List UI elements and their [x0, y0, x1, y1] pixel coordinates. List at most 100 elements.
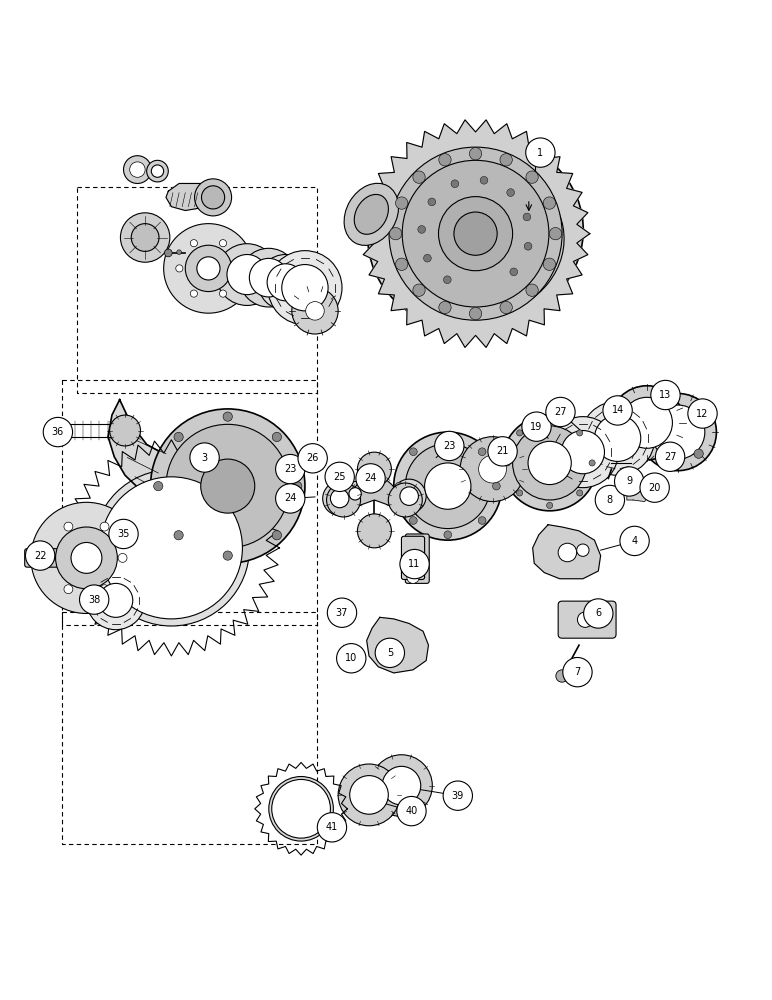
Circle shape	[147, 160, 168, 182]
Circle shape	[504, 460, 510, 466]
Circle shape	[543, 258, 556, 270]
Circle shape	[329, 603, 340, 613]
Circle shape	[100, 477, 242, 619]
Circle shape	[559, 409, 568, 418]
Circle shape	[71, 542, 102, 573]
Circle shape	[100, 585, 109, 594]
Circle shape	[577, 544, 589, 556]
Circle shape	[405, 444, 490, 529]
Text: 8: 8	[607, 495, 613, 505]
Circle shape	[382, 766, 421, 805]
Polygon shape	[108, 400, 301, 522]
Circle shape	[516, 490, 523, 496]
Circle shape	[389, 147, 562, 320]
Circle shape	[438, 197, 513, 271]
Circle shape	[451, 180, 459, 188]
Wedge shape	[351, 477, 398, 508]
Text: 27: 27	[664, 452, 676, 462]
Circle shape	[558, 543, 577, 562]
Circle shape	[298, 444, 327, 473]
Circle shape	[317, 813, 347, 842]
Text: 35: 35	[117, 529, 130, 539]
Circle shape	[272, 779, 330, 838]
Circle shape	[425, 463, 471, 509]
Circle shape	[526, 171, 538, 183]
Circle shape	[375, 638, 405, 668]
Polygon shape	[361, 120, 590, 347]
Circle shape	[454, 212, 497, 255]
Circle shape	[651, 405, 705, 459]
Circle shape	[267, 264, 304, 301]
Text: 39: 39	[452, 791, 464, 801]
Circle shape	[547, 417, 553, 424]
Circle shape	[273, 531, 282, 540]
Circle shape	[99, 583, 133, 617]
Polygon shape	[627, 483, 648, 502]
Circle shape	[323, 481, 357, 515]
Circle shape	[46, 553, 55, 562]
Circle shape	[282, 265, 328, 311]
Text: 7: 7	[574, 667, 581, 677]
Circle shape	[409, 517, 417, 524]
FancyBboxPatch shape	[405, 534, 429, 583]
Circle shape	[563, 657, 592, 687]
Circle shape	[31, 502, 142, 613]
Circle shape	[164, 224, 253, 313]
Circle shape	[547, 417, 618, 488]
Circle shape	[110, 415, 141, 446]
Text: 3: 3	[201, 453, 208, 463]
Circle shape	[276, 454, 305, 484]
Text: 4: 4	[631, 536, 638, 546]
Circle shape	[177, 250, 181, 255]
Ellipse shape	[402, 168, 564, 315]
Circle shape	[201, 186, 225, 209]
Text: 36: 36	[52, 427, 64, 437]
Circle shape	[56, 527, 117, 589]
Circle shape	[201, 459, 255, 513]
Circle shape	[524, 242, 532, 250]
Circle shape	[349, 488, 361, 500]
Circle shape	[325, 462, 354, 492]
Circle shape	[330, 489, 349, 508]
Text: 41: 41	[326, 822, 338, 832]
Circle shape	[500, 301, 513, 314]
Ellipse shape	[344, 183, 398, 245]
Text: 1: 1	[537, 148, 543, 158]
Circle shape	[479, 448, 486, 456]
Circle shape	[523, 213, 531, 221]
Circle shape	[118, 553, 127, 562]
Text: 24: 24	[284, 493, 296, 503]
Circle shape	[469, 307, 482, 320]
Circle shape	[371, 755, 432, 817]
Circle shape	[547, 502, 553, 508]
Text: 26: 26	[306, 453, 319, 463]
Circle shape	[25, 541, 55, 570]
Circle shape	[577, 612, 593, 627]
Circle shape	[273, 432, 282, 442]
Circle shape	[444, 531, 452, 539]
Circle shape	[479, 455, 506, 483]
Polygon shape	[367, 617, 428, 673]
Circle shape	[216, 244, 278, 305]
Circle shape	[151, 165, 164, 177]
Circle shape	[227, 255, 267, 295]
Circle shape	[109, 519, 138, 549]
Circle shape	[502, 415, 598, 511]
Circle shape	[124, 156, 151, 183]
Circle shape	[93, 470, 249, 626]
Circle shape	[350, 776, 388, 814]
Circle shape	[694, 449, 703, 458]
Circle shape	[397, 796, 426, 826]
Circle shape	[526, 138, 555, 167]
Circle shape	[655, 442, 685, 471]
Text: 11: 11	[408, 559, 421, 569]
Circle shape	[506, 189, 514, 196]
Circle shape	[166, 424, 290, 548]
Circle shape	[185, 245, 232, 292]
Circle shape	[100, 522, 109, 531]
Circle shape	[268, 251, 342, 325]
Circle shape	[500, 154, 513, 166]
Circle shape	[584, 599, 613, 628]
Circle shape	[409, 448, 417, 456]
Circle shape	[651, 380, 680, 410]
